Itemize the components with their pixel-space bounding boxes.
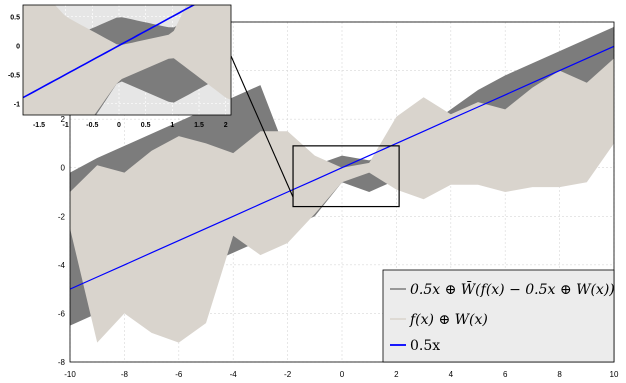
main-y-tick-label: -4 <box>58 261 66 270</box>
main-x-tick-label: 4 <box>449 370 454 379</box>
inset-x-tick-label: 2 <box>224 122 228 129</box>
series-light-band <box>70 58 614 343</box>
legend-box <box>382 269 615 363</box>
series-line-0-5x <box>70 45 614 290</box>
zoom-connector-line <box>230 55 294 198</box>
inset-y-tick-label: 0 <box>16 44 20 51</box>
main-x-tick-label: -8 <box>121 370 129 379</box>
main-y-tick-label: 0 <box>61 164 66 173</box>
inset-x-tick-labels: -1.5 -1 -0.5 0 0.5 1 1.5 2 <box>33 122 228 129</box>
inset-axes-frame <box>22 4 232 116</box>
legend-label-dark: 0.5x ⊕ W̄(f(x) − 0.5x ⊕ W(x)) <box>410 280 615 298</box>
inset-y-tick-label: -1 <box>14 101 20 108</box>
main-x-tick-label: 0 <box>340 370 345 379</box>
main-x-tick-label: -4 <box>230 370 238 379</box>
inset-x-tick-label: 1 <box>170 122 174 129</box>
main-y-tick-label: -6 <box>58 309 66 318</box>
main-x-tick-label: 2 <box>394 370 399 379</box>
legend: 0.5x ⊕ W̄(f(x) − 0.5x ⊕ W(x)) f(x) ⊕ W(x… <box>382 269 615 363</box>
inset-x-tick-label: -1 <box>63 122 69 129</box>
inset-y-tick-labels: 0.5 0 -0.5 -1 <box>8 15 20 109</box>
main-x-tick-label: 6 <box>503 370 508 379</box>
main-y-tick-label: -8 <box>58 358 66 367</box>
inset-plot: -1.5 -1 -0.5 0 0.5 1 1.5 2 0.5 0 -0.5 -1 <box>8 4 232 129</box>
main-x-tick-label: 10 <box>610 370 619 379</box>
main-y-tick-label: 2 <box>61 115 66 124</box>
main-x-tick-labels: -10 -8 -6 -4 -2 0 2 4 6 8 10 <box>64 370 619 379</box>
zoom-box <box>292 145 400 208</box>
main-axes-frame <box>69 21 615 363</box>
inset-x-tick-label: 1.5 <box>194 122 204 129</box>
main-x-tick-label: -2 <box>284 370 292 379</box>
main-y-tick-label: -2 <box>58 212 66 221</box>
main-x-tick-label: -10 <box>64 370 76 379</box>
legend-label-line: 0.5x <box>410 338 440 354</box>
inset-x-tick-label: -0.5 <box>86 122 98 129</box>
main-plot: -10 -8 -6 -4 -2 0 2 4 6 8 10 -8 -6 -4 -2 0 2 4 6 <box>58 18 619 379</box>
inset-y-tick-label: 0.5 <box>10 15 20 22</box>
inset-x-tick-label: -1.5 <box>33 122 45 129</box>
legend-label-light: f(x) ⊕ W(x) <box>409 312 488 328</box>
inset-x-tick-label: 0.5 <box>141 122 151 129</box>
inset-light-band <box>23 5 231 115</box>
inset-y-tick-label: -0.5 <box>8 72 20 79</box>
inset-line-0-5x <box>23 5 196 99</box>
main-x-tick-label: -6 <box>175 370 183 379</box>
inset-x-tick-label: 0 <box>117 122 121 129</box>
main-x-tick-label: 8 <box>557 370 562 379</box>
